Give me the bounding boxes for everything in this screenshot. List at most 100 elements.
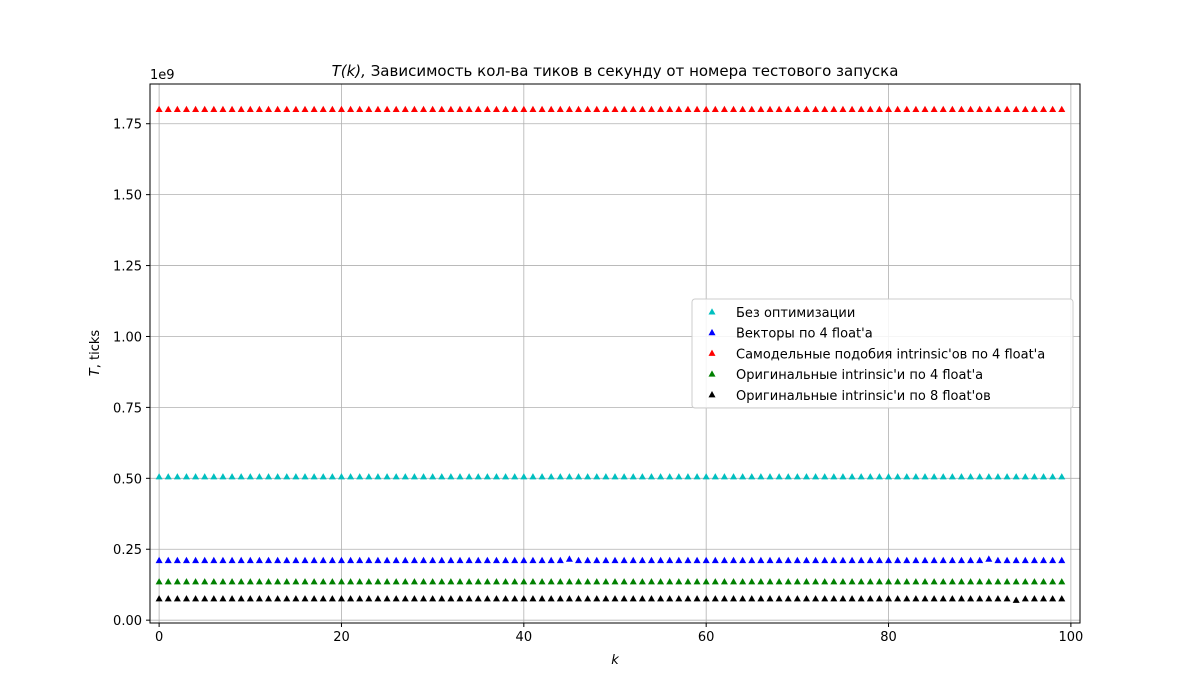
data-point [647, 105, 655, 113]
data-point [565, 555, 573, 562]
data-point [192, 578, 200, 585]
data-point [192, 473, 200, 480]
data-point [1040, 473, 1048, 480]
data-point [511, 473, 519, 480]
data-point [711, 105, 719, 113]
data-point [584, 595, 592, 602]
data-point [830, 473, 838, 480]
data-point [356, 578, 364, 585]
data-point [420, 105, 428, 113]
data-point [702, 595, 710, 602]
data-point [921, 578, 929, 585]
data-point [948, 105, 956, 113]
data-point [429, 556, 437, 564]
data-point [620, 578, 628, 585]
data-point [383, 595, 391, 602]
data-point [219, 473, 227, 480]
data-point [328, 105, 336, 113]
data-point [392, 556, 400, 564]
data-point [1021, 105, 1029, 113]
data-point [1003, 473, 1011, 480]
data-point [1030, 473, 1038, 480]
data-point [930, 556, 938, 564]
data-point [474, 578, 482, 585]
data-point [511, 595, 519, 602]
legend-label: Без оптимизации [736, 306, 855, 321]
data-point [720, 473, 728, 480]
data-point [520, 473, 528, 480]
data-point [483, 105, 491, 113]
data-point [383, 578, 391, 585]
data-point [857, 578, 865, 585]
data-point [401, 578, 409, 585]
data-point [347, 473, 355, 480]
data-point [575, 578, 583, 585]
data-point [547, 105, 555, 113]
data-point [274, 595, 282, 602]
data-point [182, 578, 190, 585]
data-point [438, 105, 446, 113]
data-point [365, 105, 373, 113]
data-point [511, 578, 519, 585]
y-tick-label: 1.50 [113, 189, 142, 204]
data-point [821, 105, 829, 113]
data-point [347, 556, 355, 564]
data-point [1012, 578, 1020, 585]
data-point [420, 556, 428, 564]
data-point [556, 556, 564, 564]
data-point [793, 473, 801, 480]
data-point [237, 473, 245, 480]
data-point [547, 556, 555, 564]
data-point [374, 578, 382, 585]
data-point [310, 595, 318, 602]
data-point [310, 105, 318, 113]
data-point [274, 578, 282, 585]
data-point [611, 473, 619, 480]
chart-title-function: T(k), [332, 62, 371, 80]
data-point [383, 556, 391, 564]
data-point [556, 473, 564, 480]
data-point [967, 578, 975, 585]
data-point [529, 473, 537, 480]
data-point [356, 595, 364, 602]
axis-ticks: 0 20 40 60 80 100 0.00 0.25 0.50 0.75 1.00 1.25 1.50… [113, 118, 1083, 645]
data-point [556, 105, 564, 113]
data-point [766, 105, 774, 113]
data-point [675, 105, 683, 113]
data-point [155, 473, 163, 480]
legend-marker [708, 349, 716, 356]
data-point [337, 473, 345, 480]
data-point [210, 473, 218, 480]
data-point [255, 556, 263, 564]
data-point [392, 473, 400, 480]
data-point [985, 578, 993, 585]
data-point [401, 556, 409, 564]
data-point [265, 578, 273, 585]
series-2 [155, 105, 1066, 113]
data-point [438, 556, 446, 564]
data-point [283, 105, 291, 113]
data-point [775, 578, 783, 585]
data-point [529, 556, 537, 564]
data-point [337, 105, 345, 113]
data-point [875, 578, 883, 585]
data-point [666, 473, 674, 480]
data-point [410, 105, 418, 113]
data-point [584, 473, 592, 480]
data-point [173, 595, 181, 602]
data-point [283, 556, 291, 564]
data-point [365, 578, 373, 585]
data-point [192, 556, 200, 564]
data-point [702, 556, 710, 564]
data-point [347, 105, 355, 113]
data-point [155, 105, 163, 113]
data-point [720, 556, 728, 564]
data-point [693, 105, 701, 113]
legend-marker [708, 391, 716, 398]
data-point [1003, 105, 1011, 113]
data-point [720, 595, 728, 602]
data-point [739, 578, 747, 585]
data-point [447, 556, 455, 564]
chart-title-main: Зависимость кол-ва тиков в секунду от но… [371, 62, 899, 80]
data-point [602, 556, 610, 564]
